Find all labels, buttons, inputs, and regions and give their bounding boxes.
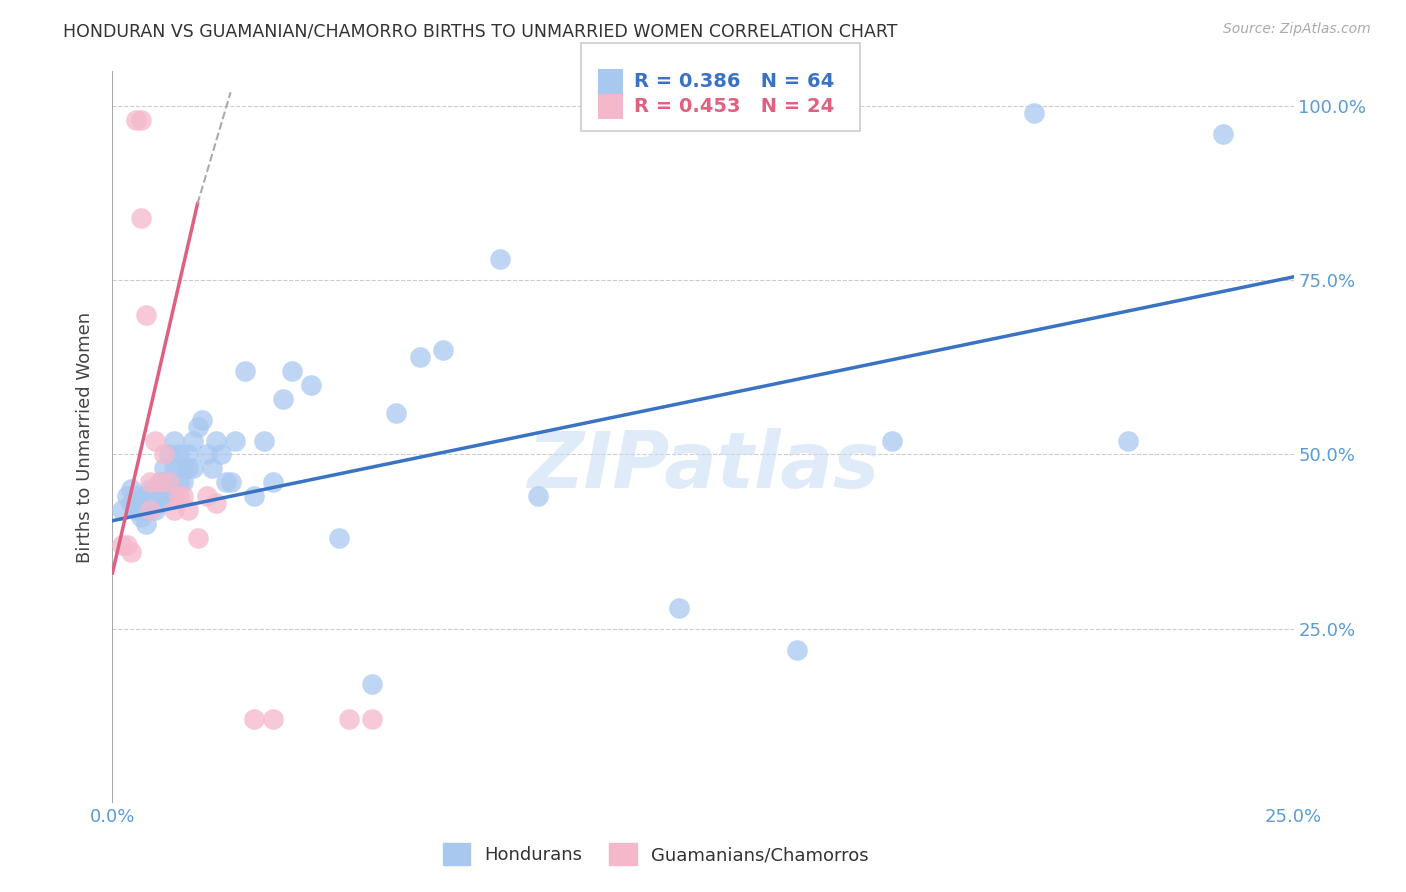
Point <box>143 503 166 517</box>
Point <box>149 475 172 490</box>
Point <box>205 434 228 448</box>
Point <box>157 448 180 462</box>
Point <box>361 677 384 691</box>
Point <box>328 531 350 545</box>
Point <box>1212 127 1234 141</box>
Point <box>1116 434 1139 448</box>
Point <box>299 377 322 392</box>
Point <box>163 461 186 475</box>
Point <box>181 434 204 448</box>
Point <box>1022 106 1045 120</box>
Point <box>186 531 208 545</box>
Point <box>262 475 284 490</box>
Point <box>129 113 152 128</box>
Point <box>253 434 276 448</box>
Point <box>233 364 256 378</box>
Text: HONDURAN VS GUAMANIAN/CHAMORRO BIRTHS TO UNMARRIED WOMEN CORRELATION CHART: HONDURAN VS GUAMANIAN/CHAMORRO BIRTHS TO… <box>63 22 898 40</box>
Point <box>195 489 218 503</box>
Point <box>139 496 162 510</box>
Point <box>125 503 148 517</box>
Point <box>149 496 172 510</box>
Point <box>135 489 157 503</box>
Point <box>271 392 294 406</box>
Point <box>432 343 454 357</box>
Point <box>125 113 148 128</box>
Point <box>177 448 200 462</box>
Legend: Hondurans, Guamanians/Chamorros: Hondurans, Guamanians/Chamorros <box>434 834 877 874</box>
Point <box>186 419 208 434</box>
Point <box>153 448 176 462</box>
Text: R = 0.386   N = 64: R = 0.386 N = 64 <box>634 71 834 91</box>
Point <box>143 434 166 448</box>
Point <box>139 503 162 517</box>
Point <box>135 517 157 532</box>
Point <box>195 448 218 462</box>
Point <box>111 538 134 552</box>
Point <box>153 461 176 475</box>
Point <box>526 489 548 503</box>
Point <box>219 475 242 490</box>
Point <box>157 475 180 490</box>
Point <box>191 412 214 426</box>
Point <box>668 600 690 615</box>
Point <box>281 364 304 378</box>
Point <box>172 489 194 503</box>
Point <box>262 712 284 726</box>
Point <box>243 712 266 726</box>
Point <box>489 252 512 267</box>
Point <box>181 461 204 475</box>
Point <box>172 461 194 475</box>
Point <box>125 489 148 503</box>
Point <box>111 503 134 517</box>
Point <box>177 503 200 517</box>
Point <box>172 475 194 490</box>
Point <box>408 350 430 364</box>
Point <box>129 211 152 225</box>
Point <box>361 712 384 726</box>
Point <box>115 538 138 552</box>
Point <box>167 489 190 503</box>
Point <box>177 461 200 475</box>
Point <box>215 475 238 490</box>
Point <box>120 483 142 497</box>
Text: Source: ZipAtlas.com: Source: ZipAtlas.com <box>1223 22 1371 37</box>
Point <box>139 489 162 503</box>
Point <box>167 448 190 462</box>
Point <box>163 503 186 517</box>
Point <box>149 483 172 497</box>
Point <box>149 475 172 490</box>
Point <box>115 489 138 503</box>
Point <box>163 434 186 448</box>
Point <box>337 712 360 726</box>
Point <box>163 489 186 503</box>
Point <box>205 496 228 510</box>
Point <box>880 434 903 448</box>
Point <box>224 434 246 448</box>
Text: ZIPatlas: ZIPatlas <box>527 428 879 504</box>
Point <box>201 461 224 475</box>
Point <box>153 489 176 503</box>
Point <box>157 475 180 490</box>
Point <box>135 308 157 322</box>
Point <box>243 489 266 503</box>
Point <box>786 642 808 657</box>
Point <box>139 483 162 497</box>
Point <box>153 475 176 490</box>
Point <box>120 496 142 510</box>
Y-axis label: Births to Unmarried Women: Births to Unmarried Women <box>76 311 94 563</box>
Point <box>135 503 157 517</box>
Point <box>385 406 408 420</box>
Text: R = 0.453   N = 24: R = 0.453 N = 24 <box>634 96 834 116</box>
Point <box>129 496 152 510</box>
Point <box>120 545 142 559</box>
Point <box>129 510 152 524</box>
Point <box>143 489 166 503</box>
Point <box>209 448 232 462</box>
Point <box>139 475 162 490</box>
Point <box>167 475 190 490</box>
